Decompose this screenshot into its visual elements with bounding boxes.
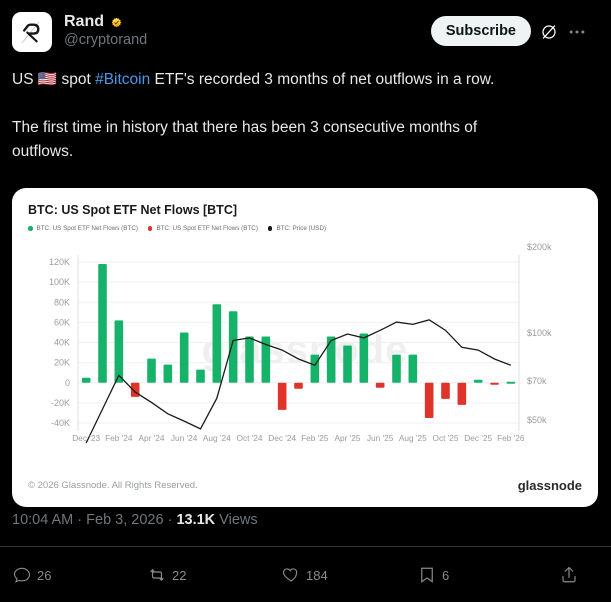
svg-text:Apr '24: Apr '24 [138,433,164,443]
svg-text:0: 0 [65,378,70,388]
svg-text:Dec '25: Dec '25 [464,433,492,443]
svg-text:Oct '25: Oct '25 [432,433,458,443]
svg-text:Jun '24: Jun '24 [171,433,198,443]
svg-text:100K: 100K [49,277,70,287]
svg-text:20K: 20K [54,358,70,368]
svg-text:Aug '24: Aug '24 [203,433,231,443]
svg-text:$50k: $50k [527,415,547,425]
svg-text:Aug '25: Aug '25 [399,433,427,443]
svg-text:40K: 40K [54,338,70,348]
svg-text:Feb '24: Feb '24 [105,433,133,443]
svg-text:Jun '25: Jun '25 [367,433,394,443]
svg-text:Feb '26: Feb '26 [497,433,525,443]
svg-text:80K: 80K [54,297,70,307]
svg-text:$100k: $100k [527,328,552,338]
svg-text:120K: 120K [49,257,70,267]
svg-text:-40K: -40K [51,418,70,428]
svg-text:-20K: -20K [51,398,70,408]
svg-text:$200k: $200k [527,242,552,252]
svg-text:60K: 60K [54,317,70,327]
svg-text:Oct '24: Oct '24 [236,433,262,443]
svg-text:Apr '25: Apr '25 [334,433,360,443]
svg-text:Dec '24: Dec '24 [268,433,296,443]
svg-text:Feb '25: Feb '25 [301,433,329,443]
svg-text:$70k: $70k [527,376,547,386]
svg-text:Dec '23: Dec '23 [72,433,100,443]
